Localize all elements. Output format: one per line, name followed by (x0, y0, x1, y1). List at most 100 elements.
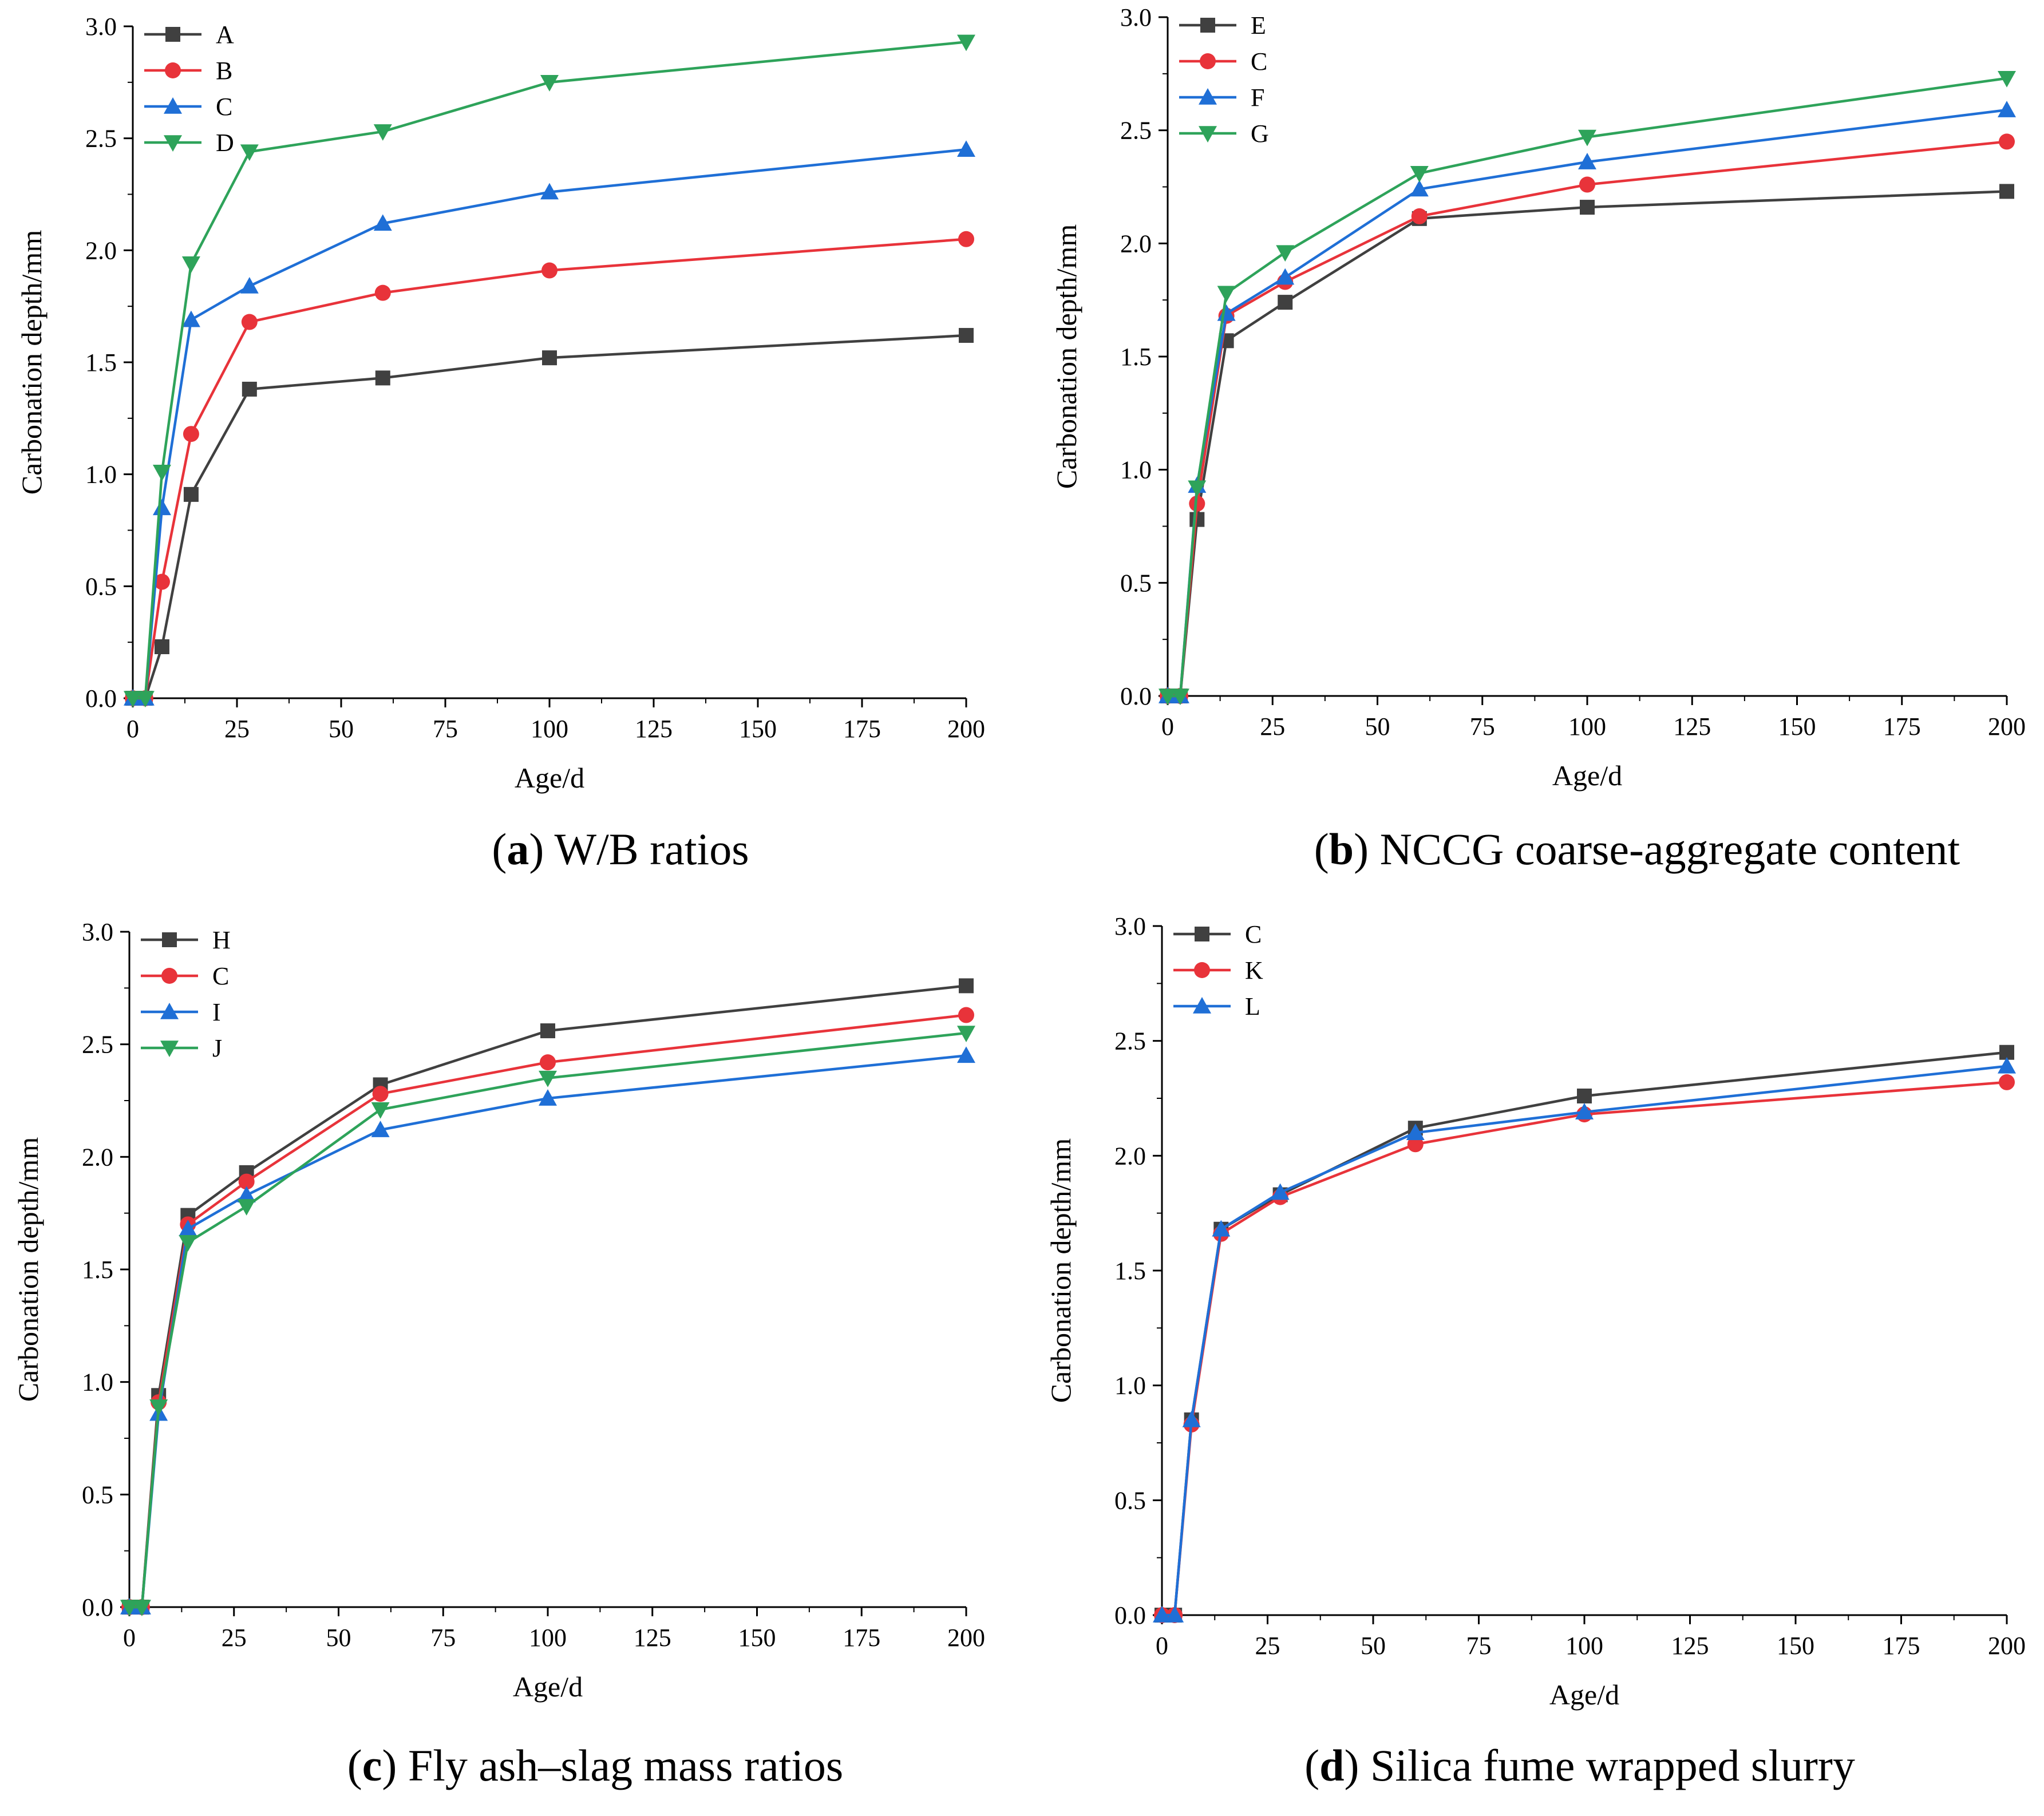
data-point-D (373, 124, 392, 141)
data-point-B (183, 426, 199, 442)
legend-label: A (216, 21, 234, 49)
x-tick-label: 125 (635, 715, 673, 743)
legend-marker (161, 968, 177, 984)
legend-item-B: B (144, 57, 232, 85)
legend-marker (1200, 53, 1216, 69)
y-tick-label: 0.5 (82, 1481, 113, 1509)
data-point-G (1188, 480, 1207, 497)
data-point-L (1212, 1220, 1231, 1237)
data-point-B (153, 573, 170, 590)
x-tick-label: 50 (326, 1624, 351, 1652)
x-tick-label: 75 (1466, 1632, 1492, 1660)
series-I (120, 1046, 975, 1615)
legend-label: C (1251, 48, 1267, 76)
y-tick-label: 0.0 (1114, 1601, 1146, 1629)
series-line-K (1162, 1081, 2007, 1617)
data-point-C (1579, 176, 1595, 193)
legend-item-I: I (141, 998, 221, 1026)
data-point-G (1217, 286, 1236, 303)
data-point-D (136, 691, 155, 707)
y-tick-label: 0.5 (1120, 569, 1152, 597)
x-tick-label: 25 (1255, 1632, 1280, 1660)
x-tick-label: 175 (1883, 713, 1921, 741)
legend-marker (1194, 962, 1210, 978)
legend: CKL (1173, 920, 1263, 1020)
panel-caption: (c) Fly ash–slag mass ratios (347, 1740, 844, 1790)
x-tick-label: 150 (739, 715, 777, 743)
legend-marker (164, 97, 182, 114)
x-axis-label: Age/d (1549, 1679, 1619, 1711)
legend-item-D: D (144, 129, 234, 157)
legend-label: L (1245, 992, 1260, 1020)
x-tick-label: 100 (531, 715, 568, 743)
caption-text: Silica fume wrapped slurry (1359, 1740, 1855, 1790)
data-point-D (240, 144, 259, 161)
y-tick-label: 3.0 (85, 13, 117, 41)
y-tick-label: 1.5 (82, 1256, 113, 1284)
data-point-D (540, 75, 559, 92)
x-tick-label: 125 (634, 1624, 671, 1652)
caption-text: NCCG coarse-aggregate content (1369, 824, 1960, 874)
panel-c: 0 25 50 75 100 125 150 175 200 0.0 0.5 1.0 1.5 2.0 2.5… (12, 918, 985, 1790)
data-point-C (1577, 1088, 1592, 1103)
series-B (125, 231, 974, 706)
legend-item-C: C (1173, 920, 1262, 948)
x-tick-label: 150 (738, 1624, 776, 1652)
caption-letter: c (362, 1740, 382, 1790)
data-point-F (1276, 268, 1295, 285)
series-line-C (1162, 1051, 2007, 1617)
y-tick-label: 2.5 (82, 1031, 113, 1059)
series-C (1160, 133, 2015, 704)
data-point-C (238, 1173, 255, 1190)
data-point-J (120, 1600, 139, 1616)
caption-text: Fly ash–slag mass ratios (397, 1740, 843, 1790)
y-tick-label: 2.5 (1114, 1027, 1146, 1055)
data-point-K (1999, 1074, 2015, 1090)
panel-caption: (d) Silica fume wrapped slurry (1304, 1740, 1855, 1790)
x-tick-label: 100 (529, 1624, 567, 1652)
legend-label: G (1251, 120, 1269, 148)
legend-marker (1199, 88, 1217, 105)
data-point-C (152, 498, 171, 516)
legend-label: C (1245, 920, 1262, 948)
legend-label: B (216, 57, 232, 85)
x-tick-label: 0 (123, 1624, 136, 1652)
series-line-L (1162, 1065, 2007, 1617)
x-tick-label: 75 (430, 1624, 456, 1652)
data-point-I (179, 1220, 197, 1236)
legend-item-L: L (1173, 992, 1260, 1020)
legend-label: I (212, 998, 221, 1026)
data-point-G (1410, 165, 1429, 183)
legend-item-A: A (144, 21, 234, 49)
x-tick-label: 25 (224, 715, 250, 743)
y-axis-label: Carbonation depth/mm (12, 1137, 44, 1402)
x-tick-label: 150 (1777, 1632, 1814, 1660)
series-line-E (1168, 190, 2007, 698)
data-point-L (1406, 1123, 1425, 1140)
legend-marker (1195, 927, 1209, 941)
series-line-D (133, 41, 967, 700)
legend-marker (160, 1040, 179, 1057)
legend-item-G: G (1179, 120, 1269, 148)
series-J (120, 1026, 975, 1616)
legend-marker (160, 1003, 179, 1019)
data-point-L (1153, 1606, 1171, 1623)
data-point-H (959, 978, 974, 994)
y-tick-label: 2.5 (85, 125, 117, 153)
series-L (1153, 1057, 2016, 1623)
data-point-E (1580, 200, 1595, 215)
legend-marker (162, 932, 177, 947)
legend-marker (164, 135, 182, 152)
series-D (124, 34, 975, 707)
data-point-A (375, 370, 390, 386)
y-tick-label: 2.0 (85, 236, 117, 264)
y-tick-label: 2.0 (82, 1143, 113, 1171)
legend-item-J: J (141, 1034, 222, 1062)
data-point-A (242, 381, 257, 397)
series-line-C (1168, 140, 2007, 698)
data-point-D (957, 34, 975, 52)
data-point-G (1578, 129, 1596, 147)
series-line-A (133, 334, 967, 700)
